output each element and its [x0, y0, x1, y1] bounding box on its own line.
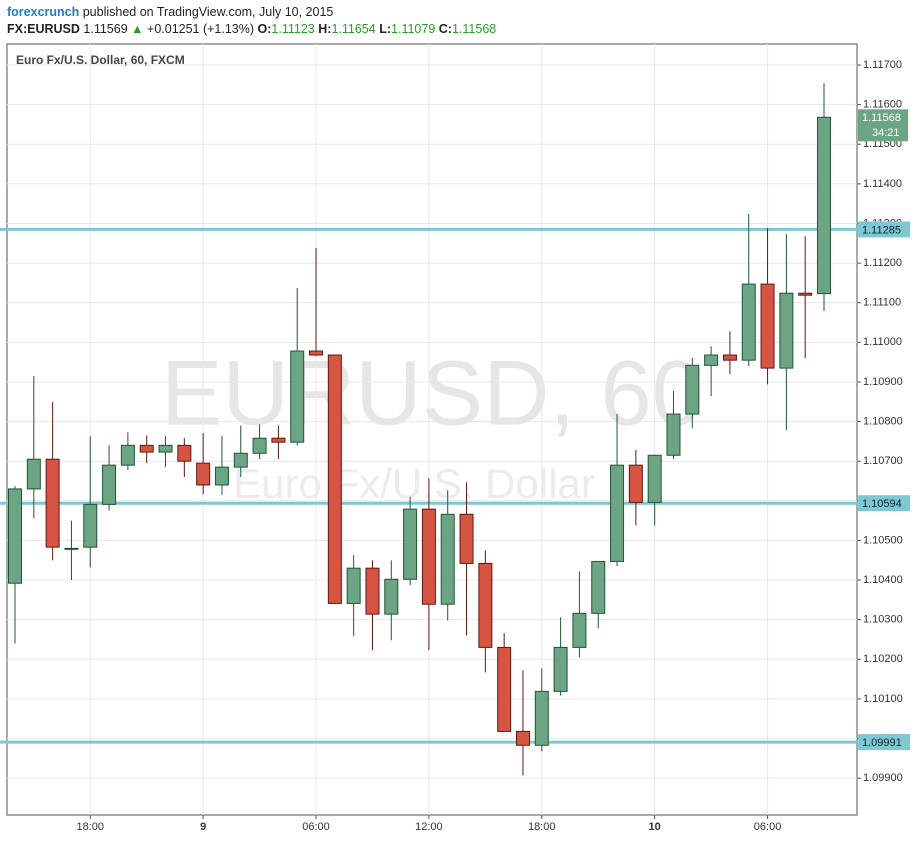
candle-body — [515, 730, 530, 746]
price-tag-label: 1.10594 — [862, 498, 902, 510]
y-tick-label: 1.11700 — [863, 59, 902, 71]
price-tag — [858, 734, 910, 751]
watermark: EURUSD, 60 — [161, 342, 703, 444]
quote-value: 1.11654 — [331, 22, 376, 36]
y-tick-label: 1.10300 — [863, 614, 903, 626]
candle-body — [120, 444, 135, 466]
symbol: FX:EURUSD — [7, 22, 80, 36]
candle-body — [591, 560, 606, 614]
candle-body — [666, 413, 681, 456]
candle-body — [403, 508, 418, 580]
candle-body — [459, 513, 474, 564]
candle-body — [534, 690, 549, 746]
price: 1.11569 — [83, 22, 128, 36]
y-tick-label: 1.10800 — [863, 415, 903, 427]
y-tick-label: 1.11400 — [863, 178, 902, 190]
y-tick-label: 1.09900 — [863, 772, 903, 784]
price-tag-label: 1.09991 — [862, 737, 902, 749]
y-tick-label: 1.10400 — [863, 574, 903, 586]
candle-body — [64, 547, 79, 550]
plot-frame — [6, 43, 858, 816]
x-tick-label: 06:00 — [754, 821, 782, 833]
x-tick-label: 10 — [649, 821, 661, 833]
candle-body — [421, 508, 436, 605]
candle-body — [271, 437, 286, 443]
header: forexcrunch published on TradingView.com… — [7, 4, 496, 38]
candle-body — [290, 350, 305, 443]
y-tick-label: 1.10100 — [863, 693, 903, 705]
y-tick-label: 1.11000 — [863, 336, 902, 348]
y-tick-label: 1.10700 — [863, 455, 903, 467]
published: published on TradingView.com, July 10, 2… — [82, 5, 334, 19]
price-tag — [858, 495, 910, 512]
x-tick-label: 18:00 — [76, 821, 104, 833]
x-tick-label: 12:00 — [415, 821, 443, 833]
up-arrow: ▲ — [131, 22, 144, 36]
candle-body — [497, 646, 512, 732]
y-tick-label: 1.10900 — [863, 376, 903, 388]
candle-body — [83, 503, 98, 548]
quote-label: H: — [318, 22, 332, 36]
y-tick-label: 1.11200 — [863, 257, 902, 269]
candle-body — [327, 354, 342, 604]
candle-body — [26, 458, 41, 490]
candle-body — [233, 452, 248, 468]
last-price-label: 1.11568 — [862, 112, 901, 124]
candle-body — [628, 464, 643, 503]
countdown: 34:21 — [872, 127, 900, 139]
candle-body — [779, 292, 794, 369]
candle-body — [440, 513, 455, 605]
candle-body — [365, 567, 380, 615]
candle-body — [760, 283, 775, 369]
watermark-subtitle: Euro Fx/U.S. Dollar — [233, 460, 595, 507]
author[interactable]: forexcrunch — [7, 5, 80, 19]
candle-body — [102, 464, 117, 505]
candle-body — [704, 354, 719, 366]
y-tick-label: 1.11600 — [863, 99, 902, 111]
quote-value: 1.11079 — [391, 22, 436, 36]
candle-body — [553, 646, 568, 692]
candle-body — [647, 454, 662, 503]
x-tick-label: 9 — [200, 821, 206, 833]
candle-body — [214, 466, 229, 486]
candle-body — [346, 567, 361, 604]
candle-body — [610, 464, 625, 562]
price-tag-label: 1.11285 — [862, 224, 901, 236]
candle-body — [252, 437, 267, 454]
y-tick-label: 1.10200 — [863, 653, 903, 665]
last-price-tag — [858, 109, 908, 142]
quote-label: L: — [379, 22, 392, 36]
candle-body — [384, 578, 399, 615]
candle-body — [8, 488, 22, 584]
quote-value: 1.11123 — [271, 22, 315, 36]
ohlc: O:1.11123 H:1.11654 L:1.11079 C:1.11568 — [258, 22, 497, 36]
y-tick-label: 1.10500 — [863, 534, 903, 546]
candle-body — [741, 283, 756, 361]
candle-body — [309, 350, 324, 356]
x-tick-label: 18:00 — [528, 821, 556, 833]
quote-value: 1.11568 — [451, 22, 497, 36]
quote-label: O: — [257, 22, 272, 36]
price-tag — [858, 221, 910, 238]
candle-body — [478, 562, 493, 648]
y-tick-label: 1.11100 — [863, 297, 901, 309]
candle-body — [685, 364, 700, 415]
x-tick-label: 06:00 — [302, 821, 330, 833]
quote-label: C: — [438, 22, 452, 36]
change: +0.01251 (+1.13%) — [147, 22, 255, 36]
candle-body — [817, 116, 831, 295]
candle-body — [572, 612, 587, 648]
candle-body — [45, 458, 60, 548]
candle-body — [139, 444, 154, 453]
header-line: forexcrunch published on TradingView.com… — [7, 4, 496, 21]
candle-body — [196, 462, 211, 486]
quote-line: FX:EURUSD 1.11569 ▲ +0.01251 (+1.13%) O:… — [7, 21, 496, 38]
candle-body — [158, 444, 173, 453]
chart-title: Euro Fx/U.S. Dollar, 60, FXCM — [16, 53, 185, 67]
candle-body — [722, 354, 737, 361]
candle-body — [798, 292, 813, 296]
candle-body — [177, 444, 192, 462]
